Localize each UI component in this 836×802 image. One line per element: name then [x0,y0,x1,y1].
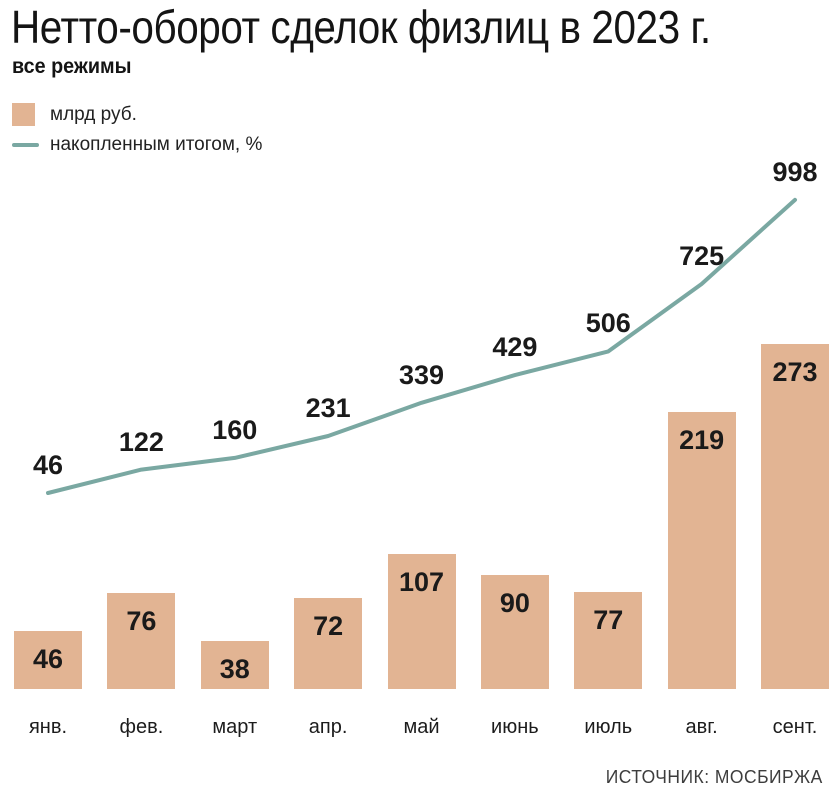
bar-value-label: 219 [679,424,725,455]
month-label: апр. [308,716,348,738]
month-label: янв. [28,716,68,738]
bar-фев. [107,592,176,689]
month-label: фев. [119,716,164,738]
line-value-label: 339 [398,359,445,390]
bar-июнь [480,575,549,689]
bar-value-label: 90 [499,588,530,619]
line-swatch-icon [12,143,39,147]
bar-июль [574,591,643,689]
bar-март [200,640,269,689]
bar-апр. [294,597,363,689]
bar-swatch-icon [12,103,35,126]
month-label: авг. [685,716,718,738]
month-label: март [212,716,258,738]
source-note: ИСТОЧНИК: МОСБИРЖА [605,767,823,787]
legend-item-line: накопленным итогом, % [12,134,262,156]
bar-value-label: 273 [772,356,818,387]
line-value-label: 998 [772,156,818,187]
bar-сент. [761,343,829,689]
line-value-label: 725 [679,240,725,271]
bar-value-label: 72 [313,610,344,641]
chart-title: Нетто-оборот сделок физлиц в 2023 г. [11,1,711,53]
bar-май [387,553,456,689]
line-value-label: 506 [585,308,631,339]
month-label: июнь [491,716,539,738]
line-value-label: 231 [305,393,351,424]
chart-subtitle: все режимы [12,55,132,78]
bar-янв. [14,630,82,689]
bar-value-label: 38 [219,653,250,684]
line-value-label: 46 [32,450,64,480]
bar-value-label: 77 [593,604,624,635]
month-label: май [403,716,440,738]
month-label: сент. [772,716,818,738]
bar-value-label: 107 [398,566,445,597]
legend-label-line: накопленным итогом, % [50,134,263,155]
bar-value-label: 46 [32,643,64,674]
legend-item-bars: млрд руб. [12,103,137,126]
line-value-label: 429 [492,332,538,363]
legend-label-bars: млрд руб. [50,103,137,125]
month-label: июль [584,716,633,738]
line-value-label: 160 [212,414,258,445]
bar-value-label: 76 [126,605,157,636]
line-value-label: 122 [118,426,164,457]
